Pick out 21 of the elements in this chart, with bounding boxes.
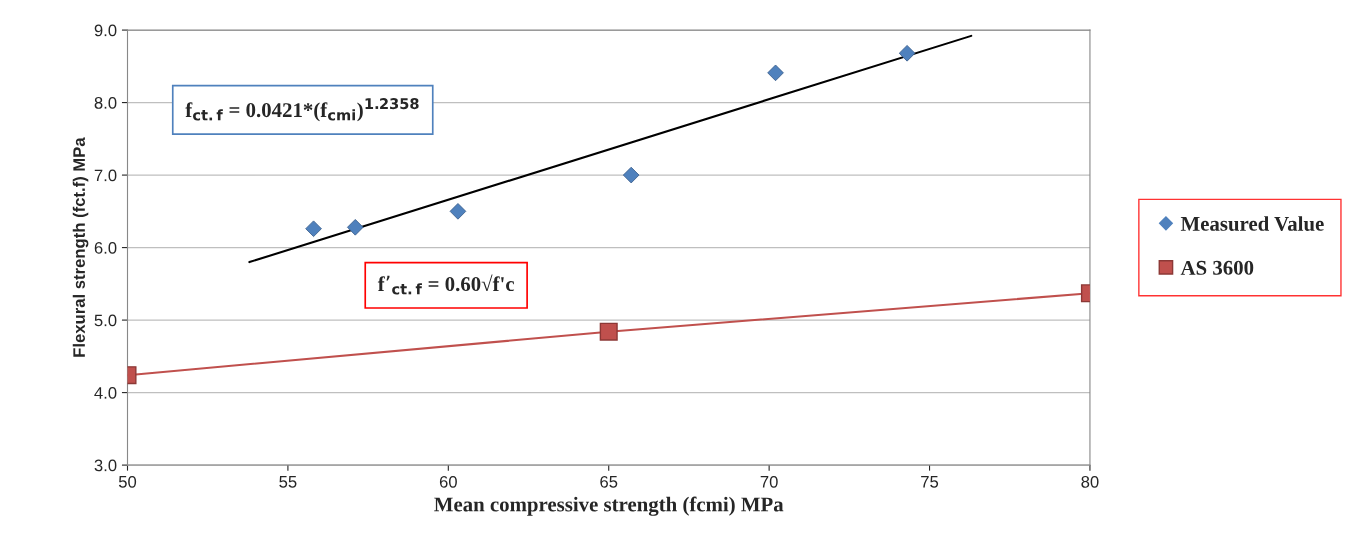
legend-label: Measured Value bbox=[1180, 216, 1324, 231]
x-tick-label: 70 bbox=[760, 475, 778, 488]
annotation: f$_{ct.f}$ = 0.0421*(f$_{cmi}$)$^{1.2358}$ bbox=[185, 98, 419, 122]
y-tick-label: 4.0 bbox=[94, 386, 117, 399]
y-tick-label: 3.0 bbox=[94, 459, 117, 472]
y-tick-label: 7.0 bbox=[94, 169, 117, 182]
x-tick-label: 60 bbox=[439, 475, 457, 488]
legend-label: AS 3600 bbox=[1180, 260, 1254, 275]
annotation: f’$_{ct.f}$ = 0.60√f'c bbox=[377, 274, 515, 295]
y-tick-label: 5.0 bbox=[94, 314, 117, 327]
point bbox=[449, 203, 467, 220]
x-tick-label: 75 bbox=[921, 476, 939, 488]
y-tick-label: 8.0 bbox=[94, 96, 117, 109]
y-tick-label: 6.0 bbox=[94, 241, 117, 254]
x-tick-label: 80 bbox=[1081, 475, 1099, 488]
x-tick-label: 50 bbox=[118, 475, 137, 488]
x-tick-label: 65 bbox=[600, 475, 618, 488]
y-axis-title: Flexural strength (fct.f) MPa bbox=[72, 137, 89, 357]
x-axis-title: Mean compressive strength (fcmi) MPa bbox=[434, 496, 784, 516]
x-tick-label: 55 bbox=[279, 476, 297, 488]
y-tick-label: 9.0 bbox=[94, 24, 117, 37]
